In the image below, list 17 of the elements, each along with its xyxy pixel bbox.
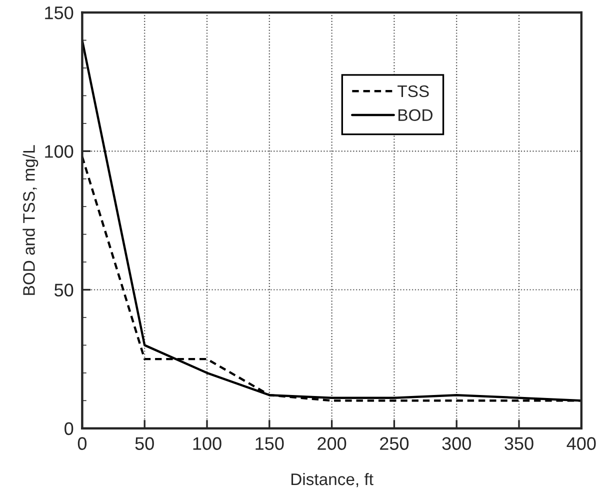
x-tick-label: 400 <box>566 437 596 450</box>
y-tick-label: 100 <box>45 145 74 158</box>
x-tick-label: 200 <box>318 437 346 450</box>
x-tick-label: 300 <box>442 437 471 450</box>
x-tick-label: 100 <box>193 437 222 450</box>
y-tick-label: 150 <box>45 6 74 20</box>
x-tick-label: 250 <box>380 437 409 450</box>
y-tick-label: 50 <box>54 284 74 296</box>
y-axis-title: BOD and TSS, mg/L <box>22 145 38 295</box>
x-tick-label: 50 <box>135 437 154 450</box>
legend-label: BOD <box>398 109 432 122</box>
y-tick-label: 0 <box>64 422 74 436</box>
x-tick-label: 150 <box>256 437 284 450</box>
x-axis-title: Distance, ft <box>291 472 374 488</box>
legend-label: TSS <box>398 85 429 98</box>
x-tick-label: 0 <box>78 437 87 450</box>
x-tick-label: 350 <box>504 437 534 450</box>
